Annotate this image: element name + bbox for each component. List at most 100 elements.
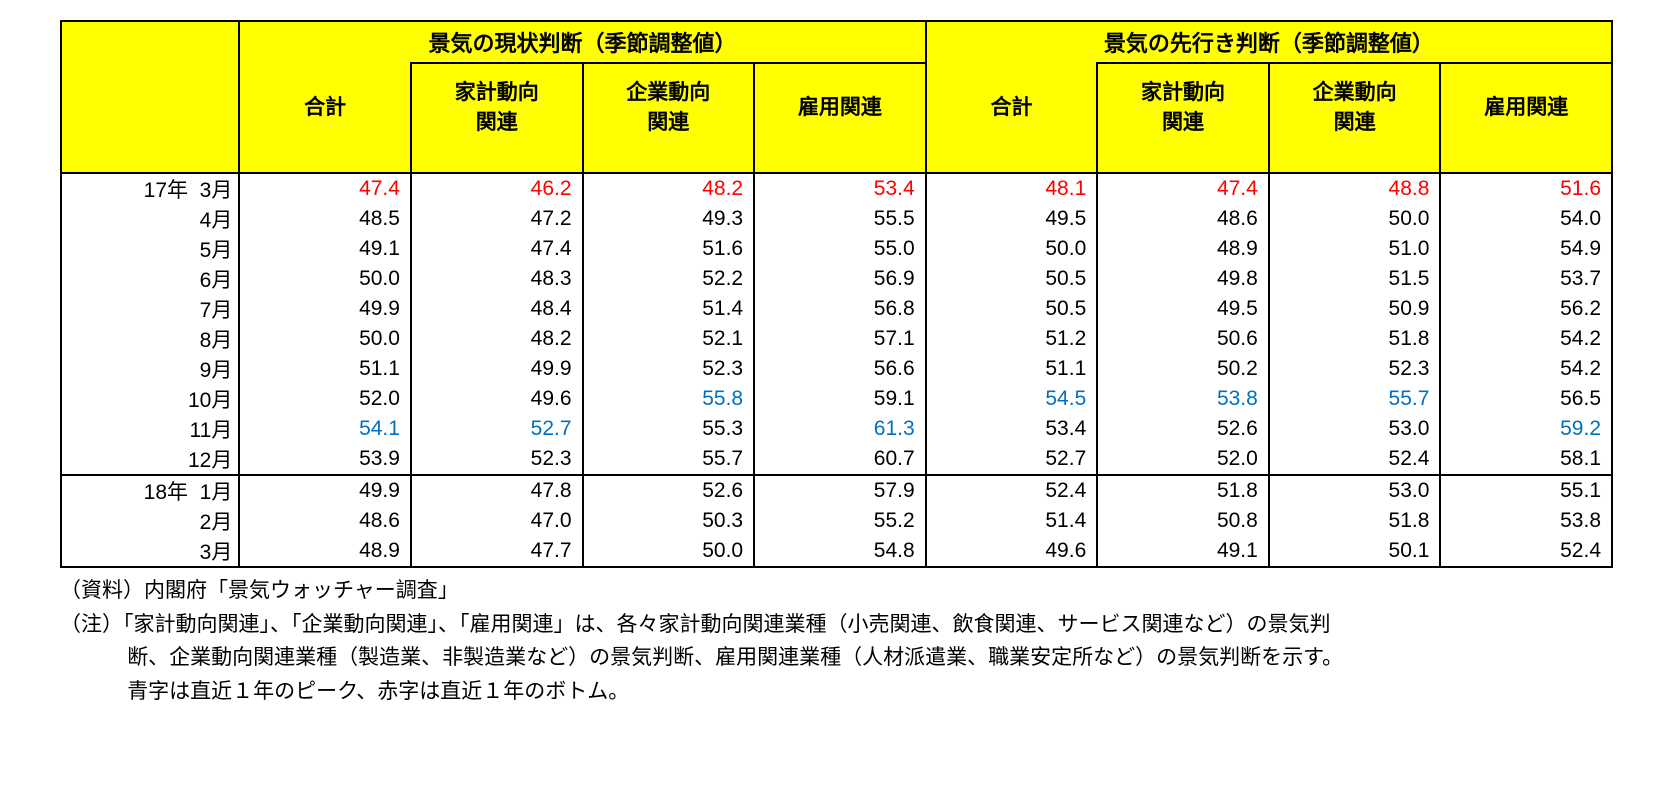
date-cell: 12月: [61, 444, 239, 475]
value-cell: 52.2: [583, 264, 755, 294]
value-cell: 56.8: [754, 294, 926, 324]
value-cell: 47.4: [411, 234, 583, 264]
value-cell: 49.1: [1097, 536, 1269, 567]
value-cell: 52.7: [411, 414, 583, 444]
value-cell: 48.2: [583, 173, 755, 204]
value-cell: 57.1: [754, 324, 926, 354]
header-sub: 家計動向関連: [411, 63, 583, 173]
value-cell: 55.3: [583, 414, 755, 444]
value-cell: 58.1: [1440, 444, 1612, 475]
value-cell: 47.4: [239, 173, 411, 204]
value-cell: 51.8: [1269, 324, 1441, 354]
date-cell: 10月: [61, 384, 239, 414]
table-row: 17年 3月47.446.248.253.448.147.448.851.6: [61, 173, 1612, 204]
date-cell: 11月: [61, 414, 239, 444]
value-cell: 54.0: [1440, 204, 1612, 234]
value-cell: 53.4: [754, 173, 926, 204]
value-cell: 49.8: [1097, 264, 1269, 294]
header-sub: 合計: [926, 63, 1098, 173]
value-cell: 52.6: [583, 475, 755, 506]
value-cell: 52.0: [239, 384, 411, 414]
value-cell: 47.7: [411, 536, 583, 567]
header-sub: 合計: [239, 63, 411, 173]
table-row: 3月48.947.750.054.849.649.150.152.4: [61, 536, 1612, 567]
value-cell: 52.6: [1097, 414, 1269, 444]
value-cell: 51.5: [1269, 264, 1441, 294]
value-cell: 48.4: [411, 294, 583, 324]
table-row: 2月48.647.050.355.251.450.851.853.8: [61, 506, 1612, 536]
value-cell: 49.6: [926, 536, 1098, 567]
value-cell: 61.3: [754, 414, 926, 444]
value-cell: 50.0: [239, 324, 411, 354]
date-cell: 3月: [61, 536, 239, 567]
date-cell: 2月: [61, 506, 239, 536]
date-cell: 18年 1月: [61, 475, 239, 506]
value-cell: 50.0: [1269, 204, 1441, 234]
value-cell: 49.9: [411, 354, 583, 384]
value-cell: 48.9: [1097, 234, 1269, 264]
value-cell: 51.4: [583, 294, 755, 324]
date-cell: 4月: [61, 204, 239, 234]
value-cell: 50.5: [926, 294, 1098, 324]
header-corner: [61, 21, 239, 173]
value-cell: 51.8: [1097, 475, 1269, 506]
header-sub: 企業動向関連: [583, 63, 755, 173]
value-cell: 56.9: [754, 264, 926, 294]
value-cell: 48.2: [411, 324, 583, 354]
value-cell: 51.2: [926, 324, 1098, 354]
value-cell: 48.6: [1097, 204, 1269, 234]
date-cell: 9月: [61, 354, 239, 384]
table-row: 18年 1月49.947.852.657.952.451.853.055.1: [61, 475, 1612, 506]
table-row: 9月51.149.952.356.651.150.252.354.2: [61, 354, 1612, 384]
value-cell: 48.9: [239, 536, 411, 567]
value-cell: 51.4: [926, 506, 1098, 536]
value-cell: 55.5: [754, 204, 926, 234]
value-cell: 53.8: [1440, 506, 1612, 536]
value-cell: 51.1: [926, 354, 1098, 384]
value-cell: 50.5: [926, 264, 1098, 294]
value-cell: 54.1: [239, 414, 411, 444]
value-cell: 54.8: [754, 536, 926, 567]
footnotes: （資料）内閣府「景気ウォッチャー調査」 （注）「家計動向関連」、「企業動向関連」…: [60, 574, 1613, 708]
value-cell: 52.3: [583, 354, 755, 384]
value-cell: 50.9: [1269, 294, 1441, 324]
value-cell: 50.1: [1269, 536, 1441, 567]
value-cell: 54.5: [926, 384, 1098, 414]
value-cell: 54.2: [1440, 324, 1612, 354]
table-header: 景気の現状判断（季節調整値） 景気の先行き判断（季節調整値） 合計 家計動向関連…: [61, 21, 1612, 173]
value-cell: 46.2: [411, 173, 583, 204]
value-cell: 55.7: [583, 444, 755, 475]
table-row: 7月49.948.451.456.850.549.550.956.2: [61, 294, 1612, 324]
value-cell: 47.0: [411, 506, 583, 536]
value-cell: 60.7: [754, 444, 926, 475]
economy-watchers-table: 景気の現状判断（季節調整値） 景気の先行き判断（季節調整値） 合計 家計動向関連…: [60, 20, 1613, 568]
value-cell: 50.6: [1097, 324, 1269, 354]
value-cell: 50.0: [926, 234, 1098, 264]
date-cell: 7月: [61, 294, 239, 324]
value-cell: 55.7: [1269, 384, 1441, 414]
value-cell: 59.2: [1440, 414, 1612, 444]
value-cell: 50.3: [583, 506, 755, 536]
date-cell: 8月: [61, 324, 239, 354]
value-cell: 48.6: [239, 506, 411, 536]
value-cell: 53.7: [1440, 264, 1612, 294]
note-definition-line1: （注）「家計動向関連」、「企業動向関連」、「雇用関連」は、各々家計動向関連業種（…: [60, 608, 1613, 642]
header-sub: 家計動向関連: [1097, 63, 1269, 173]
value-cell: 52.0: [1097, 444, 1269, 475]
table-row: 4月48.547.249.355.549.548.650.054.0: [61, 204, 1612, 234]
value-cell: 55.2: [754, 506, 926, 536]
value-cell: 48.1: [926, 173, 1098, 204]
table-row: 6月50.048.352.256.950.549.851.553.7: [61, 264, 1612, 294]
value-cell: 52.4: [1269, 444, 1441, 475]
value-cell: 51.0: [1269, 234, 1441, 264]
header-group-current: 景気の現状判断（季節調整値）: [239, 21, 925, 63]
table-row: 5月49.147.451.655.050.048.951.054.9: [61, 234, 1612, 264]
value-cell: 47.8: [411, 475, 583, 506]
date-cell: 6月: [61, 264, 239, 294]
header-sub: 企業動向関連: [1269, 63, 1441, 173]
value-cell: 50.8: [1097, 506, 1269, 536]
value-cell: 53.4: [926, 414, 1098, 444]
value-cell: 57.9: [754, 475, 926, 506]
note-color-legend: 青字は直近１年のピーク、赤字は直近１年のボトム。: [60, 675, 1613, 709]
value-cell: 55.8: [583, 384, 755, 414]
